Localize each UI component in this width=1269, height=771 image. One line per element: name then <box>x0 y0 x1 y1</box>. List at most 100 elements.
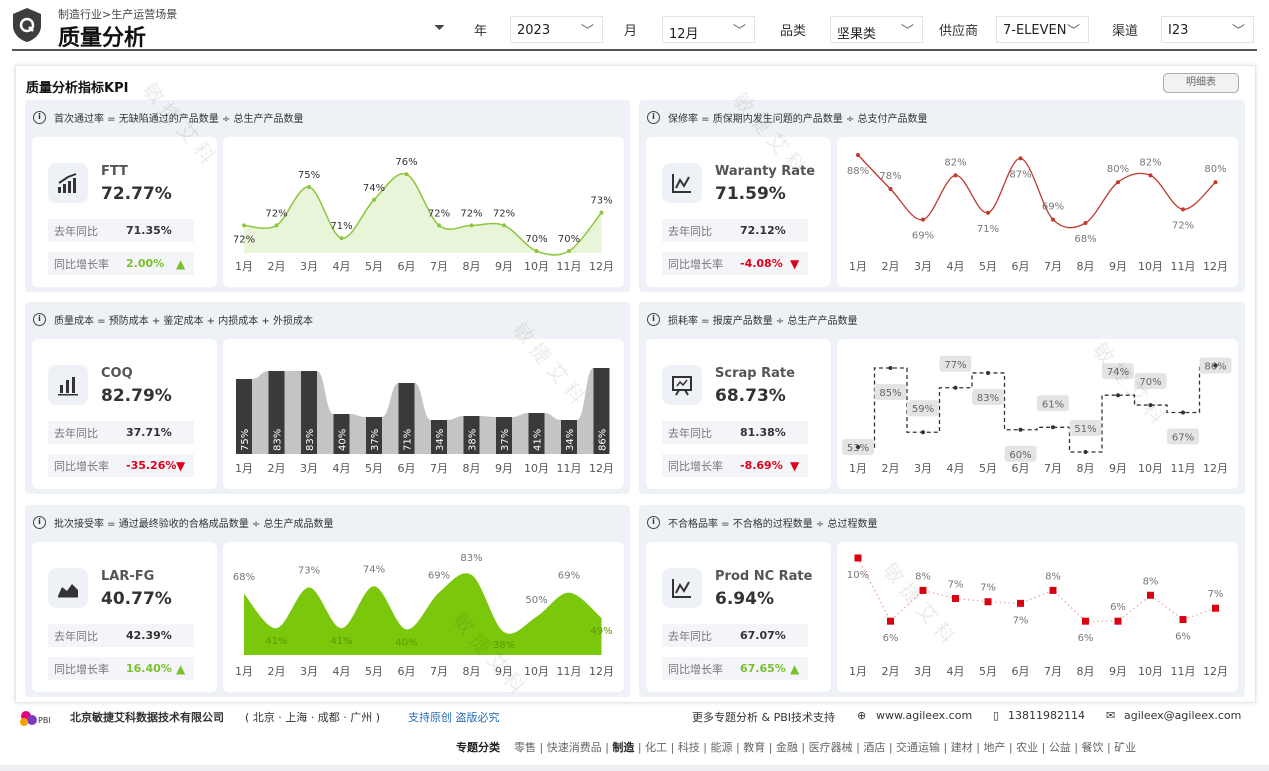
data-label: 37% <box>370 429 381 451</box>
yoy-label: 同比增长率 <box>54 459 109 473</box>
category-select[interactable]: 坚果类 ﹀ <box>830 16 923 43</box>
yoy-value: -8.69% <box>740 459 783 472</box>
data-label: 37% <box>500 429 511 451</box>
month-tick-label: 11月 <box>557 462 582 475</box>
data-point <box>274 223 279 228</box>
topic-link[interactable]: 餐饮 <box>1081 741 1104 754</box>
topic-link[interactable]: 农业 <box>1016 741 1039 754</box>
website-link[interactable]: www.agileex.com <box>876 709 973 722</box>
data-label: 82% <box>1139 157 1161 168</box>
topic-link[interactable]: 地产 <box>983 741 1006 754</box>
data-label: 85% <box>879 388 901 399</box>
month-tick-label: 2月 <box>268 665 286 678</box>
month-select[interactable]: 12月 ﹀ <box>662 16 755 43</box>
data-label: 38% <box>493 640 515 651</box>
yoy-label: 同比增长率 <box>668 662 723 676</box>
separator: | <box>1070 741 1082 754</box>
formula-text: 质量成本 = 预防成本 + 鉴定成本 + 内损成本 + 外损成本 <box>54 316 313 327</box>
data-point <box>1114 617 1122 625</box>
month-tick-label: 6月 <box>398 462 416 475</box>
month-tick-label: 2月 <box>882 462 900 475</box>
month-tick-label: 8月 <box>463 462 481 475</box>
topic-link[interactable]: 金融 <box>775 741 798 754</box>
topic-link[interactable]: 建材 <box>950 741 973 754</box>
area-band <box>236 368 610 454</box>
month-tick-label: 6月 <box>1012 462 1030 475</box>
bar <box>528 413 545 454</box>
topic-link[interactable]: 交通运输 <box>896 741 941 754</box>
last-year-value: 67.07% <box>740 629 786 642</box>
yoy-value: -35.26% <box>126 459 177 472</box>
data-label: 70% <box>1139 377 1161 388</box>
info-icon[interactable]: i <box>33 313 46 326</box>
info-icon[interactable]: i <box>647 313 660 326</box>
topic-link[interactable]: 零售 <box>514 741 536 754</box>
data-label: 70% <box>525 234 547 245</box>
last-year-row: 去年同比 81.38% <box>662 421 808 444</box>
topic-link[interactable]: 化工 <box>645 741 668 754</box>
filter-icon[interactable]: ⏷ <box>434 20 446 36</box>
topic-link[interactable]: 快速消费品 <box>546 741 602 754</box>
info-icon[interactable]: i <box>33 516 46 529</box>
separator: | <box>972 741 984 754</box>
kpi-name: Prod NC Rate <box>715 569 813 584</box>
last-year-row: 去年同比 72.12% <box>662 219 808 242</box>
data-label: 6% <box>1078 633 1094 644</box>
chevron-down-icon: ﹀ <box>1066 24 1080 39</box>
topic-link[interactable]: 矿业 <box>1114 741 1137 754</box>
data-label: 8% <box>1143 576 1159 587</box>
last-year-row: 去年同比 37.71% <box>48 421 194 444</box>
info-icon[interactable]: i <box>33 111 46 124</box>
data-point <box>1051 217 1055 222</box>
data-point <box>1213 363 1218 368</box>
phone-icon: ▯ <box>993 709 1000 722</box>
phone-number: 13811982114 <box>1008 709 1085 722</box>
yoy-row: 同比增长率 67.65% ▲ <box>662 657 808 680</box>
chevron-down-icon: ﹀ <box>1231 24 1245 39</box>
formula: i 批次接受率 = 通过最终验收的合格成品数量 ÷ 总生产成品数量 <box>33 515 333 530</box>
month-tick-label: 12月 <box>589 462 614 475</box>
last-year-label: 去年同比 <box>668 224 712 238</box>
triangle-down-icon: ▼ <box>790 256 800 271</box>
data-label: 8% <box>915 571 931 582</box>
chevron-down-icon: ﹀ <box>732 24 746 39</box>
kpi-card: COQ 82.79% 去年同比 37.71% 同比增长率 -35.26% ▼ <box>32 339 217 489</box>
topic-link[interactable]: 能源 <box>710 741 733 754</box>
separator: | <box>797 741 809 754</box>
detail-table-button[interactable]: 明细表 <box>1163 73 1239 93</box>
yoy-label: 同比增长率 <box>668 459 723 473</box>
month-tick-label: 6月 <box>1012 665 1030 678</box>
month-tick-label: 3月 <box>300 260 318 273</box>
info-icon[interactable]: i <box>647 516 660 529</box>
month-tick-label: 5月 <box>979 260 997 273</box>
copyright-link[interactable]: 支持原创 盗版必究 <box>408 711 500 724</box>
data-label: 83% <box>305 429 316 451</box>
email-link[interactable]: agileex@agileex.com <box>1124 709 1242 722</box>
kpi-value: 40.77% <box>101 589 172 609</box>
topic-link[interactable]: 制造 <box>612 741 635 754</box>
filter-label-year: 年 <box>474 24 488 39</box>
topic-link[interactable]: 酒店 <box>863 741 886 754</box>
topic-link[interactable]: 教育 <box>743 741 766 754</box>
year-select[interactable]: 2023 ﹀ <box>510 16 603 43</box>
kpi-value: 6.94% <box>715 589 774 609</box>
data-label: 69% <box>428 571 450 582</box>
month-tick-label: 10月 <box>524 260 549 273</box>
last-year-value: 71.35% <box>126 224 172 237</box>
topic-link[interactable]: 科技 <box>677 741 700 754</box>
month-tick-label: 7月 <box>430 260 448 273</box>
separator: | <box>1005 741 1017 754</box>
data-label: 41% <box>265 636 287 647</box>
supplier-select[interactable]: 7-ELEVEN ﹀ <box>996 16 1089 43</box>
data-label: 7% <box>1208 589 1224 600</box>
month-tick-label: 6月 <box>398 260 416 273</box>
info-icon[interactable]: i <box>647 111 660 124</box>
panel-warranty: i 保修率 = 质保期内发生问题的产品数量 ÷ 总支付产品数量 Waranty R… <box>639 100 1245 292</box>
topic-link[interactable]: 医疗器械 <box>808 741 853 754</box>
month-tick-label: 7月 <box>430 665 448 678</box>
globe-icon: ⊕ <box>857 709 867 722</box>
data-point <box>921 217 925 222</box>
topic-link[interactable]: 公益 <box>1048 741 1071 754</box>
channel-select[interactable]: I23 ﹀ <box>1161 16 1254 43</box>
label-box <box>972 388 1004 405</box>
